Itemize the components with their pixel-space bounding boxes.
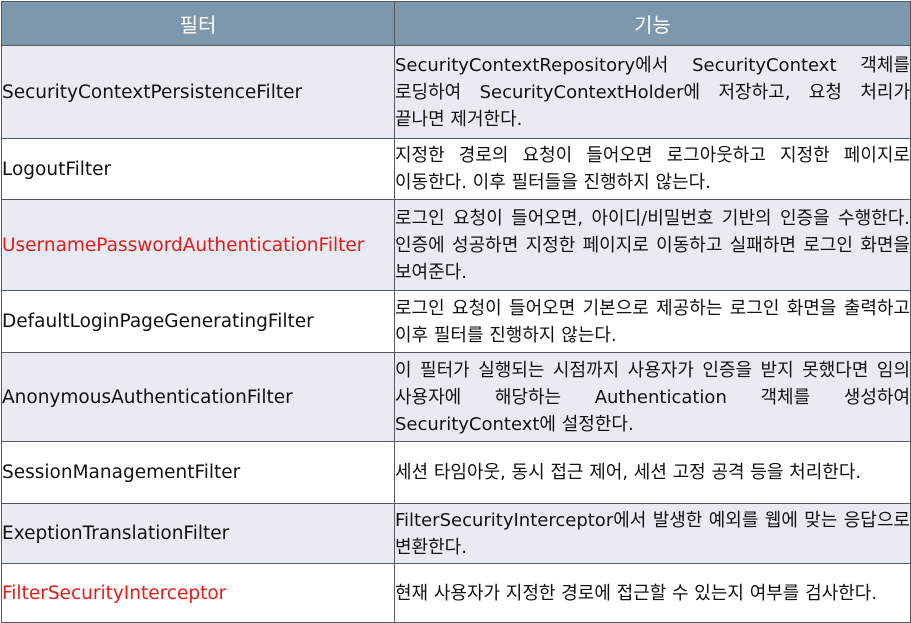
table-row: AnonymousAuthenticationFilter 이 필터가 실행되는… bbox=[1, 352, 911, 442]
table-row: UsernamePasswordAuthenticationFilter 로그인… bbox=[1, 199, 911, 291]
filter-description: SecurityContextRepository에서 SecurityCont… bbox=[394, 45, 911, 139]
filter-description: 현재 사용자가 지정한 경로에 접근할 수 있는지 여부를 검사한다. bbox=[394, 563, 911, 623]
filter-description: 이 필터가 실행되는 시점까지 사용자가 인증을 받지 못했다면 임의 사용자에… bbox=[394, 352, 911, 442]
filter-name: UsernamePasswordAuthenticationFilter bbox=[1, 199, 395, 291]
header-row: 필터 기능 bbox=[1, 1, 911, 46]
filter-name: SecurityContextPersistenceFilter bbox=[1, 45, 395, 139]
filter-name: SessionManagementFilter bbox=[1, 441, 395, 504]
filter-description: 로그인 요청이 들어오면, 아이디/비밀번호 기반의 인증을 수행한다. 인증에… bbox=[394, 199, 911, 291]
table-row: SecurityContextPersistenceFilter Securit… bbox=[1, 45, 911, 139]
table-row: LogoutFilter 지정한 경로의 요청이 들어오면 로그아웃하고 지정한… bbox=[1, 138, 911, 200]
filter-name: FilterSecurityInterceptor bbox=[1, 563, 395, 623]
filter-name: LogoutFilter bbox=[1, 138, 395, 200]
header-function: 기능 bbox=[394, 1, 911, 46]
header-filter: 필터 bbox=[1, 1, 395, 46]
table-row: DefaultLoginPageGeneratingFilter 로그인 요청이… bbox=[1, 290, 911, 353]
table-row: FilterSecurityInterceptor 현재 사용자가 지정한 경로… bbox=[1, 563, 911, 623]
filter-name: ExeptionTranslationFilter bbox=[1, 503, 395, 564]
table-row: ExeptionTranslationFilter FilterSecurity… bbox=[1, 503, 911, 564]
filter-name: AnonymousAuthenticationFilter bbox=[1, 352, 395, 442]
table-row: SessionManagementFilter 세션 타임아웃, 동시 접근 제… bbox=[1, 441, 911, 504]
filter-name: DefaultLoginPageGeneratingFilter bbox=[1, 290, 395, 353]
filter-description: FilterSecurityInterceptor에서 발생한 예외를 웹에 맞… bbox=[394, 503, 911, 564]
filter-description: 세션 타임아웃, 동시 접근 제어, 세션 고정 공격 등을 처리한다. bbox=[394, 441, 911, 504]
filter-description: 지정한 경로의 요청이 들어오면 로그아웃하고 지정한 페이지로 이동한다. 이… bbox=[394, 138, 911, 200]
filter-description: 로그인 요청이 들어오면 기본으로 제공하는 로그인 화면을 출력하고 이후 필… bbox=[394, 290, 911, 353]
